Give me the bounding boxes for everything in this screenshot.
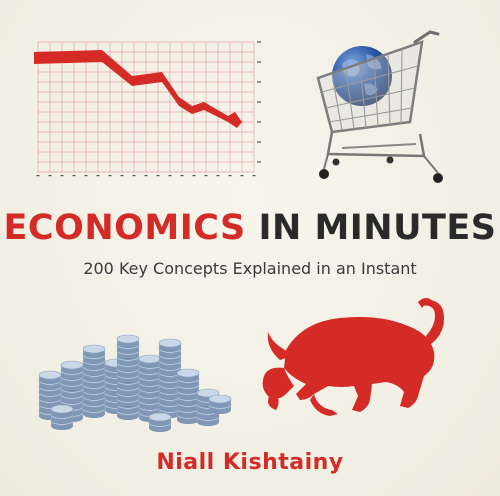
- title-economics: ECONOMICS: [3, 208, 246, 248]
- red-bull-icon: [262, 298, 444, 416]
- book-subtitle: 200 Key Concepts Explained in an Instant: [83, 259, 417, 278]
- book-author: Niall Kishtainy: [156, 450, 344, 475]
- title-in-minutes: IN MINUTES: [258, 208, 497, 248]
- falling-chart-icon: [34, 41, 261, 177]
- coin-stacks-icon: [38, 334, 232, 432]
- globe-shopping-cart-icon: [316, 30, 443, 183]
- book-title: ECONOMICS IN MINUTES: [0, 208, 500, 248]
